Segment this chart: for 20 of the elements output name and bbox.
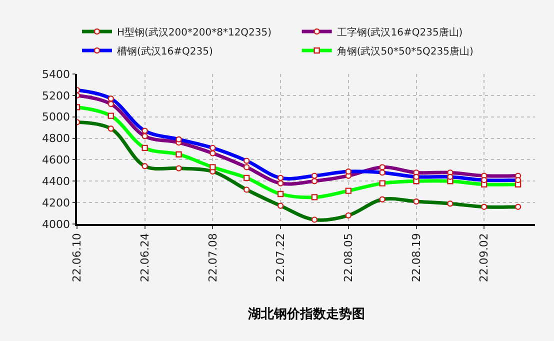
legend-label: 角钢(武汉50*50*5Q235唐山) — [336, 45, 474, 58]
x-tick-label: 22.06.10 — [70, 233, 84, 282]
x-tick-label: 22.06.24 — [138, 233, 152, 282]
x-tick-label: 22.07.22 — [274, 233, 288, 282]
legend-label: 槽钢(武汉16#Q235) — [117, 45, 213, 58]
y-tick-label: 5200 — [42, 89, 70, 102]
y-tick-label: 4200 — [42, 196, 70, 210]
y-tick-label: 4400 — [42, 174, 70, 188]
text: 湖北钢价指数走势图 — [247, 306, 365, 322]
y-tick-label: 4800 — [42, 132, 70, 146]
y-tick-label: 5000 — [42, 110, 70, 124]
y-tick-label: 4600 — [42, 154, 70, 167]
y-tick-label: 4000 — [42, 218, 70, 231]
x-tick-label: 22.07.08 — [206, 233, 220, 282]
legend-label: H型钢(武汉200*200*8*12Q235) — [117, 26, 272, 38]
x-tick-label: 22.09.02 — [478, 233, 491, 282]
legend-label: 工字钢(武汉16#Q235唐山) — [336, 26, 463, 38]
x-tick-label: 22.08.05 — [342, 233, 355, 282]
x-tick-label: 22.08.19 — [410, 233, 423, 282]
y-tick-label: 5400 — [42, 68, 70, 81]
